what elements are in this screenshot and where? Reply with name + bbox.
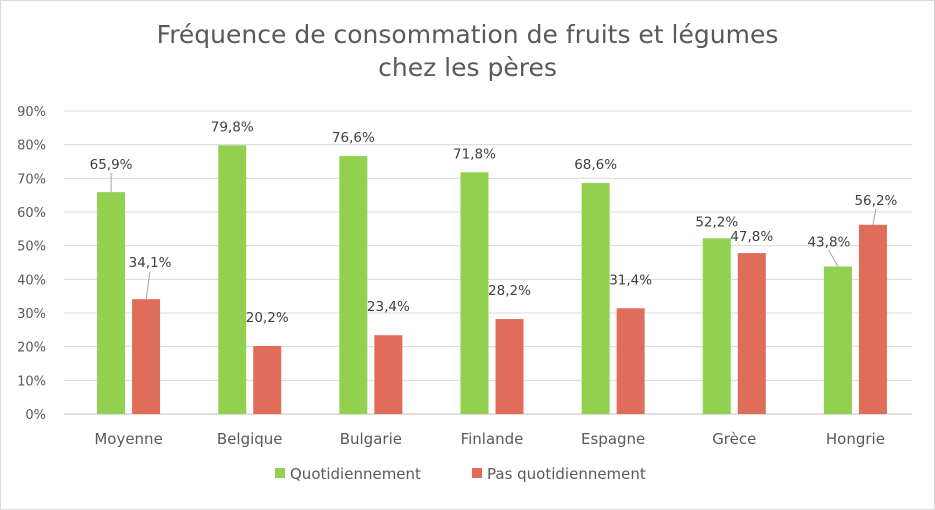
- bar-quotidiennement: [339, 156, 368, 414]
- data-label: 28,2%: [488, 283, 531, 299]
- bar-pas-quotidiennement: [374, 335, 403, 414]
- bar-quotidiennement: [823, 266, 852, 414]
- data-label-leader: [872, 208, 877, 225]
- legend-label-pas-quotidiennement: Pas quotidiennement: [487, 465, 646, 483]
- data-label: 76,6%: [332, 130, 375, 146]
- bar-quotidiennement: [702, 238, 731, 414]
- bar-pas-quotidiennement: [132, 299, 161, 414]
- data-label: 43,8%: [807, 235, 850, 251]
- y-tick-label: 30%: [17, 307, 46, 322]
- bar-quotidiennement: [460, 172, 489, 414]
- data-label: 23,4%: [367, 299, 410, 315]
- chart-title-line2: chez les pères: [378, 53, 557, 82]
- data-label: 79,8%: [211, 119, 254, 135]
- x-tick-label: Grèce: [712, 430, 756, 448]
- y-tick-label: 60%: [17, 206, 46, 221]
- x-tick-label: Espagne: [581, 430, 645, 448]
- bar-quotidiennement: [218, 145, 247, 414]
- bar-pas-quotidiennement: [616, 308, 645, 414]
- x-tick-label: Bulgarie: [340, 430, 402, 448]
- y-tick-label: 90%: [17, 105, 46, 120]
- data-label: 68,6%: [574, 157, 617, 173]
- data-label: 56,2%: [854, 193, 897, 209]
- bar-quotidiennement: [581, 183, 610, 414]
- legend-swatch-quotidiennement: [275, 468, 285, 478]
- bar-pas-quotidiennement: [253, 345, 282, 414]
- data-label: 20,2%: [246, 310, 289, 326]
- y-tick-label: 20%: [17, 341, 46, 356]
- data-label: 34,1%: [129, 255, 172, 271]
- y-tick-label: 50%: [17, 240, 46, 255]
- data-label: 47,8%: [730, 229, 773, 245]
- data-label: 65,9%: [90, 157, 133, 173]
- bar-pas-quotidiennement: [495, 319, 524, 414]
- data-label: 71,8%: [453, 146, 496, 162]
- chart-title: Fréquence de consommation de fruits et l…: [0, 18, 935, 84]
- bar-pas-quotidiennement: [858, 224, 887, 414]
- chart-title-line1: Fréquence de consommation de fruits et l…: [156, 20, 779, 49]
- x-tick-label: Belgique: [217, 430, 283, 448]
- legend-label-quotidiennement: Quotidiennement: [290, 465, 421, 483]
- x-tick-label: Hongrie: [826, 430, 885, 448]
- data-label: 31,4%: [609, 272, 652, 288]
- y-tick-label: 40%: [17, 273, 46, 288]
- y-tick-label: 70%: [17, 172, 46, 187]
- data-label: 52,2%: [695, 214, 738, 230]
- y-tick-label: 80%: [17, 139, 46, 154]
- legend-swatch-pas-quotidiennement: [472, 468, 482, 478]
- y-tick-label: 0%: [25, 408, 46, 423]
- data-label-leader: [828, 250, 839, 267]
- x-tick-label: Finlande: [461, 430, 524, 448]
- y-tick-label: 10%: [17, 374, 46, 389]
- bar-pas-quotidiennement: [737, 253, 766, 414]
- data-label-leader: [145, 271, 151, 300]
- x-tick-label: Moyenne: [94, 430, 162, 448]
- bar-quotidiennement: [97, 192, 126, 414]
